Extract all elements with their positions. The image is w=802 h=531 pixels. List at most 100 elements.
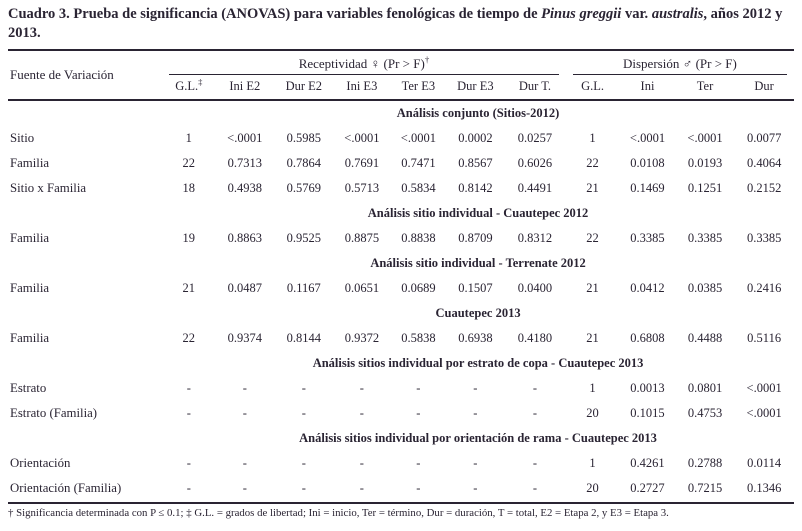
cell-value: - [186,380,191,395]
cell-value: 0.5713 [344,180,380,195]
column-header-ter: Ter [696,79,714,94]
cell-value: - [359,455,364,470]
cell-value: 0.5985 [286,130,322,145]
cell-value: 0.5116 [747,330,782,345]
cell-value: 22 [182,155,196,170]
cell-value: 22 [586,230,599,245]
cell-value: - [186,405,191,420]
cell-value: 0.0193 [687,155,723,170]
cell-value: 0.4261 [630,455,665,470]
table-row: Familia 22 0.7313 0.7864 0.7691 0.7471 0.8567 0… [8,151,794,176]
cell-value: - [416,380,421,395]
cell-value: 0.1507 [458,280,493,295]
cell-value: - [473,480,478,495]
row-label: Familia [10,155,50,170]
column-header-ter-e3: Ter E3 [401,79,436,94]
cell-value: - [186,455,191,470]
cell-value: - [532,380,538,395]
cell-value: 0.5834 [401,180,436,195]
cell-value: 0.0108 [630,155,665,170]
cell-value: <.0001 [629,130,666,145]
cell-value: 0.4938 [227,180,262,195]
cell-value: - [359,405,364,420]
cell-value: 0.8142 [458,180,493,195]
cell-value: - [359,480,364,495]
cell-value: 0.5769 [286,180,322,195]
cell-value: - [301,380,306,395]
table-row: Familia 21 0.0487 0.1167 0.0651 0.0689 0.1507 0… [8,276,794,301]
section-title: Análisis conjunto (Sitios-2012) [396,105,560,120]
cell-value: - [416,480,421,495]
cell-value: - [242,455,247,470]
cell-value: 0.1251 [687,180,723,195]
cell-value: <.0001 [227,130,263,145]
section-row-spacer [8,301,162,326]
cell-value: 0.0400 [517,280,553,295]
cell-value: 22 [586,155,599,170]
cell-value: 0.0651 [344,280,380,295]
group-receptividad-label: Receptividad ♀ (Pr > F) [298,55,425,71]
column-header-ini-e3: Ini E3 [346,79,378,94]
cell-value: 0.8863 [227,230,262,245]
row-label: Orientación (Familia) [10,480,122,495]
row-label: Familia [10,280,50,295]
group-header-receptividad: Receptividad ♀ (Pr > F)† [162,51,566,75]
cell-value: 0.7691 [344,155,380,170]
table-row: Orientación - - - - - - - 1 0.4261 0.2788 0.0114 [8,451,794,476]
cell-value: 0.0013 [630,380,665,395]
cell-value: 0.2727 [630,480,665,495]
species-name: Pinus greggii [541,6,622,22]
cell-value: 0.6808 [630,330,665,345]
caption-text: Cuadro 3. Prueba de significancia (ANOVA… [8,6,542,22]
cell-value: - [186,480,191,495]
cell-value: 0.4488 [687,330,723,345]
cell-value: 22 [182,330,196,345]
cell-value: 0.8567 [458,155,493,170]
paper-page: Cuadro 3. Prueba de significancia (ANOVA… [8,6,794,519]
cell-value: 0.8838 [401,230,436,245]
cell-value: - [532,480,538,495]
table-row: Familia 19 0.8863 0.9525 0.8875 0.8838 0.8709 0… [8,226,794,251]
dagger-superscript: † [424,54,430,65]
cell-value: 0.4753 [687,405,723,420]
cell-value: - [301,480,306,495]
cell-value: 0.0385 [687,280,723,295]
cell-value: 21 [586,180,599,195]
variety-name: australis [651,6,704,22]
cell-value: - [242,380,247,395]
cell-value: 20 [586,405,599,420]
cell-value: 1 [185,130,192,145]
cell-value: 0.8144 [286,330,322,345]
cell-value: 20 [586,480,599,495]
row-label: Familia [10,230,50,245]
section-title: Análisis sitio individual - Cuautepec 20… [367,205,589,220]
cell-value: 0.0487 [227,280,262,295]
section-row-spacer [8,100,162,126]
cell-value: 0.8875 [344,230,380,245]
cell-value: 0.2416 [746,280,782,295]
cell-value: - [532,405,538,420]
cell-value: <.0001 [746,380,782,395]
cell-value: 0.0801 [687,380,723,395]
section-row: Análisis sitio individual - Cuautepec 20… [8,201,794,226]
cell-value: 0.8709 [458,230,493,245]
cell-value: 0.2788 [687,455,723,470]
cell-value: 0.0257 [517,130,553,145]
table-row: Orientación (Familia) - - - - - - - 20 0.2727 0.72… [8,476,794,501]
row-label: Estrato (Familia) [10,405,98,420]
cell-value: 0.1346 [746,480,782,495]
cell-value: 1 [589,380,596,395]
section-row: Análisis conjunto (Sitios-2012) [8,100,794,126]
column-header-gl-receptividad: G.L.‡ [175,76,203,94]
cell-value: 0.8312 [517,230,553,245]
cell-value: 0.2152 [746,180,782,195]
cell-value: 0.9372 [344,330,380,345]
section-row: Cuautepec 2013 [8,301,794,326]
cell-value: 0.7313 [227,155,262,170]
cell-value: 1 [589,455,596,470]
section-row: Análisis sitios individual por estrato d… [8,351,794,376]
cell-value: 0.0114 [747,455,782,470]
cell-value: <.0001 [344,130,380,145]
cell-value: - [473,380,478,395]
cell-value: 0.6026 [517,155,553,170]
